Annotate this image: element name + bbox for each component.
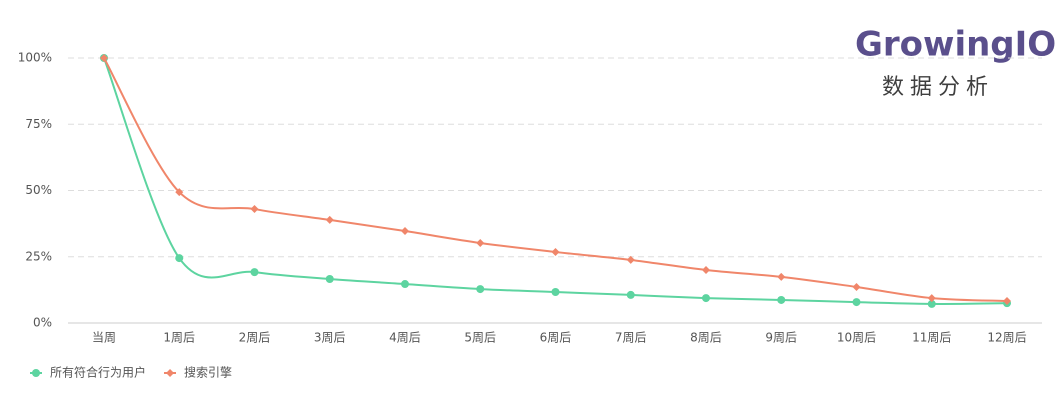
x-tick-label: 8周后 <box>690 331 722 345</box>
point <box>1003 297 1011 306</box>
line <box>103 57 1008 305</box>
point <box>325 275 334 284</box>
legend-marker <box>32 369 40 377</box>
y-tick-label: 50% <box>25 183 52 197</box>
legend-label: 搜索引擎 <box>184 365 232 380</box>
x-tick-label: 12周后 <box>987 331 1026 345</box>
point <box>777 272 786 281</box>
x-tick-label: 6周后 <box>540 331 572 345</box>
x-tick-label: 1周后 <box>163 331 195 345</box>
point <box>551 287 560 296</box>
point <box>702 294 710 303</box>
point <box>777 295 786 304</box>
y-tick-label: 100% <box>18 51 52 65</box>
y-tick-label: 25% <box>25 249 52 263</box>
point <box>626 290 635 299</box>
point <box>401 227 409 236</box>
point <box>702 266 710 274</box>
point <box>852 298 861 307</box>
y-tick-label: 75% <box>25 117 52 131</box>
x-tick-label: 5周后 <box>464 331 496 345</box>
x-tick-label: 7周后 <box>615 331 647 345</box>
x-tick-label: 10周后 <box>837 331 876 345</box>
point <box>551 247 560 256</box>
y-tick-label: 0% <box>33 316 52 330</box>
point <box>626 255 635 264</box>
point <box>175 188 184 197</box>
point <box>927 299 936 308</box>
point <box>476 285 485 294</box>
logo-tagline: 数据分析 <box>882 75 994 100</box>
legend-marker <box>166 369 175 377</box>
x-tick-label: 3周后 <box>314 331 346 345</box>
x-tick-label: 当周 <box>92 331 116 345</box>
point <box>250 268 259 277</box>
line <box>103 57 1008 303</box>
point <box>175 254 184 263</box>
x-tick-label: 11周后 <box>912 331 951 345</box>
point <box>401 280 409 289</box>
point <box>927 294 936 303</box>
x-tick-label: 4周后 <box>389 331 421 345</box>
point <box>476 238 485 247</box>
point <box>852 282 861 291</box>
x-tick-label: 9周后 <box>765 331 797 345</box>
x-tick-label: 2周后 <box>239 331 271 345</box>
point <box>250 205 259 214</box>
point <box>100 54 108 62</box>
legend-label: 所有符合行为用户 <box>50 365 146 380</box>
point <box>325 215 334 224</box>
logo: GrowingIO <box>855 25 1056 65</box>
